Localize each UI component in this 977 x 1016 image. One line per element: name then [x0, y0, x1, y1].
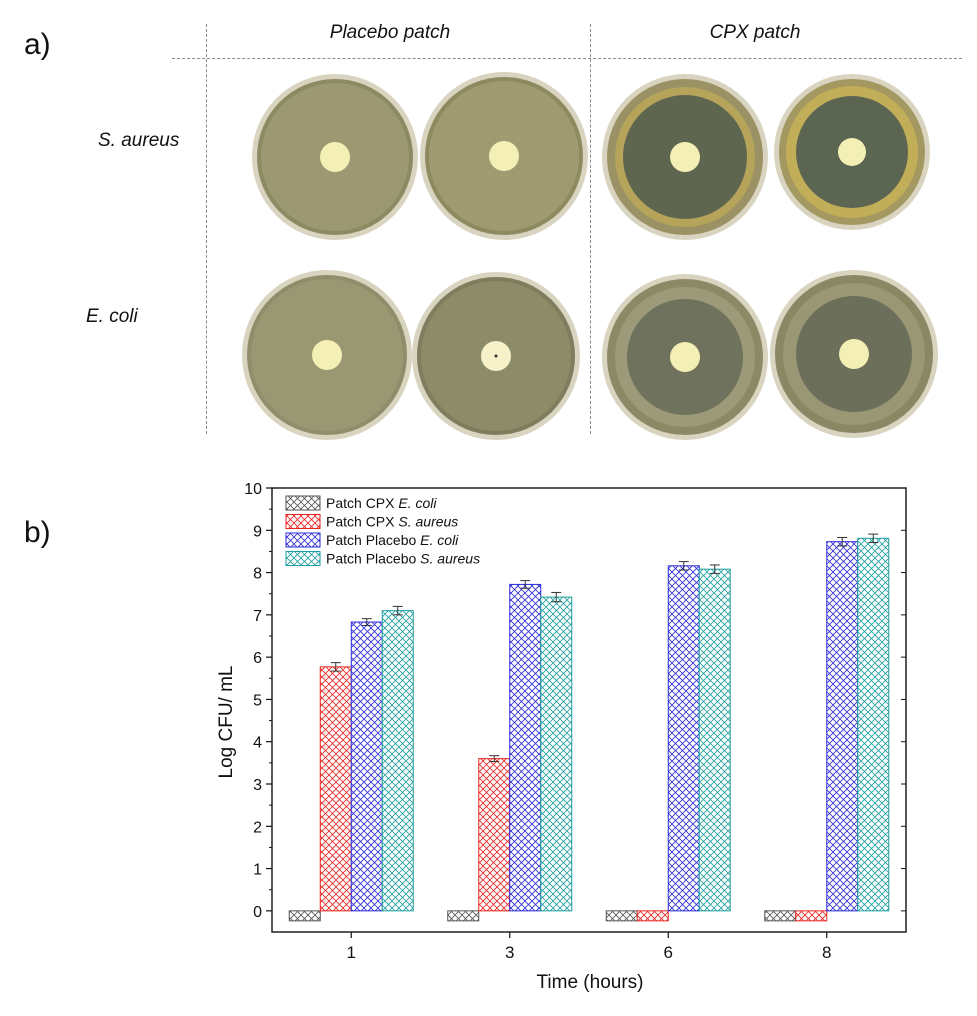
legend-label: Patch Placebo S. aureus: [326, 551, 480, 567]
column-header-placebo: Placebo patch: [329, 22, 451, 43]
y-tick-label: 4: [253, 735, 262, 752]
grid-divider-middle: [590, 24, 591, 434]
petri-dish-cpx-e-coli-1: [602, 274, 768, 440]
bar-patch-placebo-s-aureus-1: [381, 610, 414, 912]
legend-swatch: [285, 551, 321, 566]
petri-dish-placebo-s-aureus-1: [252, 74, 418, 240]
legend-label: Patch CPX S. aureus: [326, 514, 458, 530]
legend-swatch: [285, 495, 321, 511]
bar-patch-cpx-e-coli-3: [447, 910, 480, 922]
x-tick-label: 1: [347, 943, 356, 962]
y-tick-label: 1: [253, 862, 262, 879]
legend-item: Patch CPX E. coli: [285, 495, 437, 511]
error-bar: [489, 755, 500, 763]
bar-patch-cpx-s-aureus-3: [478, 758, 511, 912]
bar-patch-cpx-e-coli-8: [764, 910, 797, 922]
bar-patch-placebo-e-coli-1: [350, 621, 383, 912]
plot-frame: [271, 487, 907, 933]
bar-patch-placebo-e-coli-6: [667, 565, 700, 912]
x-tick-label: 3: [505, 943, 514, 962]
error-bar: [868, 533, 879, 544]
y-axis-label: Log CFU/ mL: [216, 666, 237, 779]
petri-dish-placebo-e-coli-2: [412, 272, 580, 440]
grid-divider-horizontal: [172, 58, 962, 59]
legend-item: Patch Placebo E. coli: [285, 532, 459, 548]
petri-dish-cpx-s-aureus-2: [774, 74, 930, 230]
y-tick-label: 2: [253, 819, 262, 836]
row-header-e-coli: E. coli: [86, 306, 138, 327]
bar-patch-cpx-e-coli-6: [605, 910, 638, 922]
y-tick-label: 8: [253, 566, 262, 583]
grid-divider-left: [206, 24, 207, 434]
bar-patch-placebo-s-aureus-8: [857, 537, 890, 912]
column-header-cpx: CPX patch: [709, 22, 801, 43]
x-tick-label: 6: [664, 943, 673, 962]
error-bar: [361, 618, 372, 626]
petri-dish-placebo-s-aureus-2: [420, 72, 588, 240]
bar-patch-placebo-s-aureus-6: [698, 568, 731, 912]
error-bar: [551, 591, 562, 603]
petri-dish-cpx-s-aureus-1: [602, 74, 768, 240]
petri-dish-placebo-e-coli-1: [242, 270, 412, 440]
error-bar: [520, 580, 531, 589]
bar-chart: 1 3 6 8 0 1 2 3 4 5 6 7 8 9 10 Patch CPX E. coli Patch …: [216, 481, 907, 993]
bar-patch-placebo-e-coli-3: [509, 583, 542, 912]
legend-label: Patch CPX E. coli: [326, 495, 437, 511]
panel-b-label: b): [24, 516, 51, 549]
bar-patch-cpx-s-aureus-1: [319, 666, 352, 912]
error-bar: [837, 536, 848, 547]
y-tick-label: 5: [253, 692, 262, 709]
error-bar: [392, 605, 403, 616]
legend-item: Patch CPX S. aureus: [285, 514, 458, 530]
y-tick-label: 6: [253, 650, 262, 667]
legend-swatch: [285, 532, 321, 548]
error-bar: [330, 662, 341, 672]
bar-patch-cpx-s-aureus-8: [795, 910, 828, 922]
y-tick-label: 7: [253, 608, 262, 625]
y-tick-label: 0: [253, 904, 262, 921]
y-tick-label: 10: [244, 481, 262, 498]
bar-patch-cpx-e-coli-1: [288, 910, 321, 922]
y-tick-label: 3: [253, 777, 262, 794]
legend-label: Patch Placebo E. coli: [326, 532, 459, 548]
bar-patch-placebo-e-coli-8: [826, 541, 859, 912]
row-header-s-aureus: S. aureus: [98, 130, 180, 151]
bar-patch-cpx-s-aureus-6: [636, 910, 669, 922]
x-tick-label: 8: [822, 943, 831, 962]
bar-patch-placebo-s-aureus-3: [540, 596, 573, 912]
error-bar: [709, 564, 720, 574]
panel-a-label: a): [24, 28, 51, 61]
y-tick-label: 9: [253, 523, 262, 540]
legend-item: Patch Placebo S. aureus: [285, 551, 480, 567]
legend-swatch: [285, 514, 321, 529]
x-axis-label: Time (hours): [537, 972, 644, 993]
error-bar: [678, 561, 689, 571]
petri-dish-cpx-e-coli-2: [770, 270, 938, 438]
